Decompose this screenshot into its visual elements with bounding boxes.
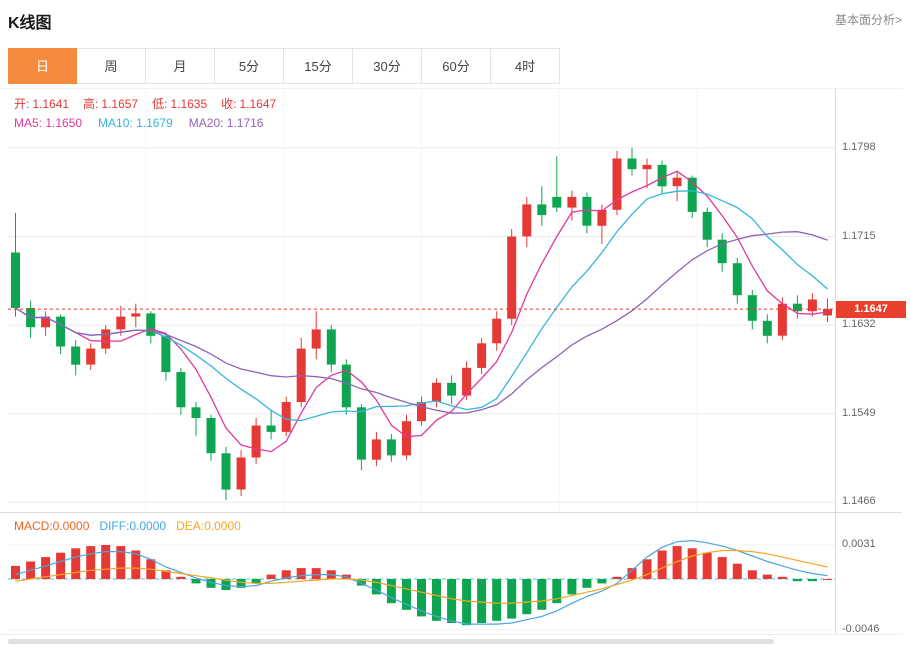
ma20-value: MA20: 1.1716 [188, 116, 264, 130]
ohlc-legend: 开: 1.1641 高: 1.1657 低: 1.1635 收: 1.1647 [14, 95, 290, 112]
diff-value: DIFF:0.0000 [99, 519, 167, 533]
tab-day[interactable]: 日 [8, 48, 77, 84]
macd-legend: MACD:0.0000 DIFF:0.0000 DEA:0.0000 [14, 519, 251, 533]
tab-15min[interactable]: 15分 [284, 48, 353, 84]
chart-area: 1.1798 1.1715 1.1632 1.1549 1.1466 0.0031 -0.0… [0, 88, 910, 645]
low-label: 低: [152, 97, 168, 111]
ma5-value: MA5: 1.1650 [14, 116, 83, 130]
macd-chart[interactable] [8, 512, 835, 634]
axis-tick-label: 0.0031 [842, 538, 876, 550]
high-value: 1.1657 [101, 97, 139, 111]
axis-tick-label: 1.1466 [842, 495, 876, 508]
macd-value: MACD:0.0000 [14, 519, 90, 533]
axis-tick-label: 1.1632 [842, 318, 876, 331]
page-title: K线图 [8, 15, 52, 32]
current-price-tag: 1.1647 [836, 300, 906, 318]
axis-tick-label: 1.1798 [842, 140, 876, 153]
axis-tick-label: -0.0046 [842, 622, 880, 635]
dea-value: DEA:0.0000 [176, 519, 241, 533]
price-axis-line [835, 88, 836, 634]
period-tabs: 日周月 5分 15分 30分 60分 4时 [8, 48, 910, 84]
tab-5min[interactable]: 5分 [215, 48, 284, 84]
tab-week[interactable]: 周 [77, 48, 146, 84]
open-label: 开: [14, 97, 30, 111]
axis-tick-label: 1.1549 [842, 406, 876, 419]
panel-divider [0, 512, 902, 513]
chart-top-border [0, 88, 902, 89]
close-value: 1.1647 [239, 97, 277, 111]
tab-30min[interactable]: 30分 [353, 48, 422, 84]
axis-tick-label: 1.1715 [842, 229, 876, 242]
close-label: 收: [221, 97, 237, 111]
chart-bottom-border [0, 634, 902, 635]
tab-month[interactable]: 月 [146, 48, 215, 84]
page-header: K线图 基本面分析> [0, 0, 910, 42]
fundamental-analysis-link[interactable]: 基本面分析> [834, 13, 902, 27]
tab-60min[interactable]: 60分 [422, 48, 491, 84]
high-label: 高: [83, 97, 99, 111]
candlestick-chart[interactable] [8, 88, 835, 512]
chart-scrollbar[interactable] [8, 639, 774, 644]
ma10-value: MA10: 1.1679 [98, 116, 173, 130]
open-value: 1.1641 [32, 97, 70, 111]
ma-legend: MA5: 1.1650 MA10: 1.1679 MA20: 1.1716 [14, 116, 279, 130]
tab-4hour[interactable]: 4时 [491, 48, 560, 84]
low-value: 1.1635 [170, 97, 208, 111]
